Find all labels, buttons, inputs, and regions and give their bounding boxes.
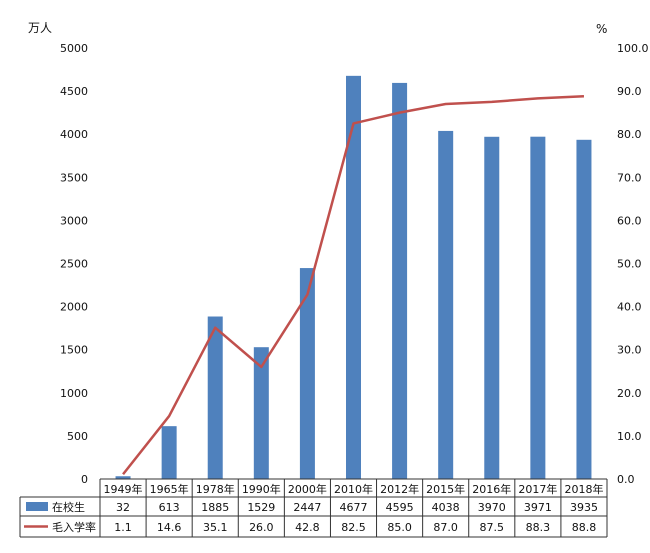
left-tick-label: 2500 [60, 258, 88, 271]
right-tick-label: 80.0 [617, 128, 642, 141]
line-series [122, 95, 585, 476]
left-axis-unit: 万人 [28, 21, 52, 35]
table-cell-rate: 42.8 [295, 521, 320, 534]
table-cell-enrollment: 3935 [570, 501, 598, 514]
table-cell-enrollment: 3970 [478, 501, 506, 514]
category-label: 2010年 [334, 482, 373, 496]
left-tick-label: 3000 [60, 214, 88, 227]
table-cell-rate: 14.6 [157, 521, 182, 534]
left-axis-ticks: 0 500 1000 1500 2000 2500 3000 3500 4000 4500 5000 [60, 42, 88, 486]
rate-line [122, 95, 585, 476]
table-cell-rate: 35.1 [203, 521, 228, 534]
category-label: 2012年 [380, 482, 419, 496]
left-tick-label: 4000 [60, 128, 88, 141]
table-cell-enrollment: 613 [159, 501, 180, 514]
bar [576, 139, 592, 480]
category-label: 2015年 [426, 482, 465, 496]
bar [346, 75, 361, 480]
right-tick-label: 50.0 [617, 258, 642, 271]
bar [438, 130, 454, 480]
table-cell-rate: 88.8 [572, 521, 597, 534]
right-tick-label: 40.0 [617, 301, 642, 314]
left-tick-label: 2000 [60, 301, 88, 314]
table-cell-enrollment: 1529 [247, 501, 275, 514]
left-tick-label: 0 [81, 473, 88, 486]
left-tick-label: 3500 [60, 171, 88, 184]
right-axis-unit: % [596, 22, 607, 36]
left-tick-label: 1500 [60, 344, 88, 357]
category-label: 1949年 [104, 482, 143, 496]
table-cell-enrollment: 4038 [432, 501, 460, 514]
bar [207, 316, 223, 479]
bar-series [115, 75, 592, 480]
table-cell-rate: 85.0 [387, 521, 412, 534]
legend-label-bar: 在校生 [52, 500, 85, 514]
bar [115, 476, 131, 479]
right-tick-label: 10.0 [617, 430, 642, 443]
right-tick-label: 20.0 [617, 387, 642, 400]
bar [484, 136, 500, 479]
table-cell-rate: 26.0 [249, 521, 274, 534]
category-label: 1978年 [196, 482, 235, 496]
bar [299, 268, 315, 479]
bar [392, 82, 408, 479]
category-label: 2018年 [564, 482, 603, 496]
table-cell-enrollment: 4595 [386, 501, 414, 514]
table-cell-rate: 82.5 [341, 521, 366, 534]
category-label: 2017年 [518, 482, 557, 496]
legend-label-line: 毛入学率 [52, 520, 96, 534]
legend-swatch-bar [26, 502, 48, 511]
right-tick-label: 90.0 [617, 85, 642, 98]
left-tick-label: 4500 [60, 85, 88, 98]
data-table: 1949年 1965年 1978年 1990年 2000年 2010年 2012年 2015年… [19, 478, 608, 538]
right-tick-label: 100.0 [617, 42, 649, 55]
bar [530, 136, 546, 479]
table-cell-rate: 88.3 [526, 521, 551, 534]
right-tick-label: 70.0 [617, 171, 642, 184]
category-label: 1990年 [242, 482, 281, 496]
table-cell-rate: 1.1 [114, 521, 132, 534]
right-axis-ticks: 0.0 10.0 20.0 30.0 40.0 50.0 60.0 70.0 80.0 90.0 1… [617, 42, 649, 486]
table-cell-enrollment: 32 [116, 501, 130, 514]
table-cell-enrollment: 4677 [340, 501, 368, 514]
bar [161, 426, 177, 479]
left-tick-label: 500 [67, 430, 88, 443]
table-cell-rate: 87.0 [433, 521, 458, 534]
table-cell-enrollment: 2447 [293, 501, 321, 514]
table-cell-enrollment: 3971 [524, 501, 552, 514]
left-tick-label: 5000 [60, 42, 88, 55]
right-tick-label: 30.0 [617, 344, 642, 357]
left-tick-label: 1000 [60, 387, 88, 400]
right-tick-label: 0.0 [617, 473, 635, 486]
bar [253, 347, 269, 479]
category-label: 1965年 [150, 482, 189, 496]
category-label: 2016年 [472, 482, 511, 496]
category-label: 2000年 [288, 482, 327, 496]
right-tick-label: 60.0 [617, 214, 642, 227]
table-cell-rate: 87.5 [480, 521, 505, 534]
table-cell-enrollment: 1885 [201, 501, 229, 514]
